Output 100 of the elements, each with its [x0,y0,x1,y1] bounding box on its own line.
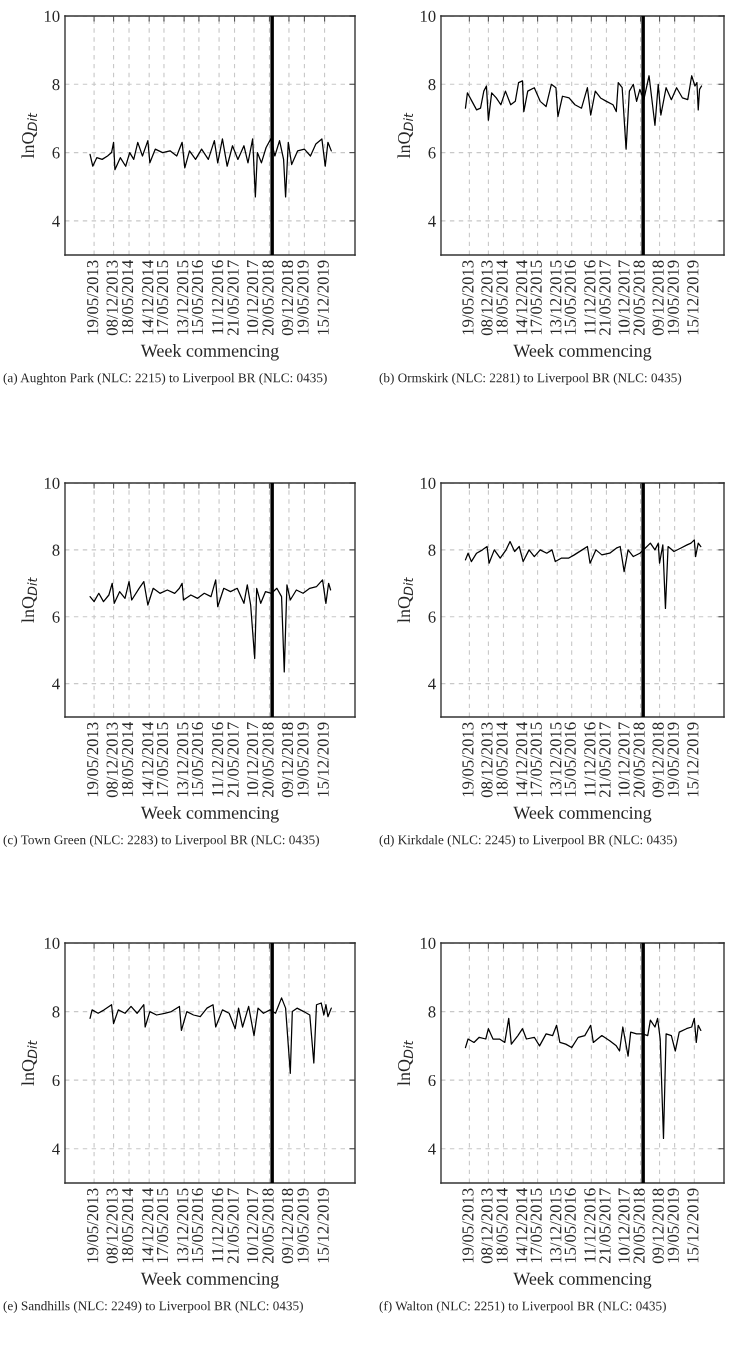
y-tick-label: 4 [52,1143,60,1155]
x-tick-label: 20/05/2018 [262,722,274,798]
y-tick-label: 8 [428,544,436,556]
x-tick-label: 18/05/2014 [496,722,508,797]
x-tick-label: 15/12/2019 [687,260,699,335]
y-tick-label: 8 [52,1006,60,1018]
x-tick-label: 18/05/2014 [496,1188,508,1263]
x-tick-label: 15/05/2016 [564,260,576,335]
x-tick-label: 21/05/2017 [599,1188,611,1264]
x-tick-label: 15/12/2019 [317,722,329,797]
y-axis-title: lnQ$_{Dit}$ [397,112,413,159]
x-tick-label: 08/12/2013 [106,1188,118,1264]
x-tick-label: 19/05/2013 [462,722,474,797]
x-tick-label: 10/12/2017 [246,1188,259,1263]
x-tick-label: 11/12/2016 [212,1188,224,1262]
text: (e) Sandhills (NLC: 2249) to Liverpool BR (NLC: 0435) [3,1301,303,1313]
x-tick-label: 15/05/2016 [191,260,204,335]
y-tick-label: 4 [428,678,436,690]
x-tick-label: 19/05/2019 [667,722,679,797]
x-tick-label: 15/05/2016 [191,722,204,797]
x-tick-label: 21/05/2017 [599,722,611,798]
x-tick-label: 11/12/2016 [212,260,224,334]
x-axis-title: Week commencing [140,344,279,361]
x-tick-label: 09/12/2018 [652,1188,664,1264]
x-tick-label: 21/05/2017 [599,260,611,336]
x-tick-label: 13/12/2015 [550,260,562,335]
y-tick-label: 6 [52,1074,60,1087]
x-tick-label: 14/12/2014 [142,260,154,335]
x-tick-label: 09/12/2018 [652,260,664,336]
x-tick-label: 19/05/2019 [667,260,679,335]
x-tick-label: 08/12/2013 [481,722,493,798]
x-tick-label: 10/12/2017 [246,260,259,335]
y-tick-label: 8 [428,78,436,91]
x-tick-label: 15/05/2016 [564,722,576,797]
x-tick-label: 15/12/2019 [317,260,329,335]
y-tick-label: 6 [52,611,60,623]
x-tick-label: 20/05/2018 [633,260,645,336]
text: (c) Town Green (NLC: 2283) to Liverpool BR (NLC: 0435) [3,835,319,847]
x-tick-label: 11/12/2016 [584,260,596,334]
x-axis-title: Week commencing [140,806,279,823]
x-tick-label: 08/12/2013 [481,260,493,336]
x-tick-label: 19/05/2013 [87,1188,99,1263]
x-tick-label: 13/12/2015 [177,260,189,335]
x-tick-label: 09/12/2018 [652,722,664,798]
x-tick-label: 19/05/2019 [297,260,309,335]
x-tick-label: 08/12/2013 [106,722,118,798]
x-tick-label: 13/12/2015 [177,1188,189,1263]
text: (d) Kirkdale (NLC: 2245) to Liverpool BR (NLC: 0435) [379,835,677,847]
y-tick-label: 10 [44,937,60,949]
y-tick-label: 4 [52,678,60,690]
x-tick-label: 18/05/2014 [121,722,134,797]
y-axis-title: lnQ$_{Dit}$ [21,1040,37,1086]
x-tick-label: 15/05/2016 [191,1188,204,1263]
y-tick-label: 6 [428,611,436,623]
x-tick-label: 09/12/2018 [281,260,294,336]
x-axis-title: Week commencing [513,344,652,361]
x-tick-label: 10/12/2017 [618,1188,630,1263]
x-tick-label: 17/05/2015 [156,260,169,335]
x-tick-label: 10/12/2017 [618,260,630,335]
y-tick-label: 10 [420,10,436,22]
x-tick-label: 19/05/2013 [87,260,99,335]
x-tick-label: 19/05/2013 [462,1188,474,1263]
y-tick-label: 10 [420,937,436,949]
x-tick-label: 10/12/2017 [618,722,630,797]
text: (f) Walton (NLC: 2251) to Liverpool BR (NLC: 0435) [379,1301,666,1314]
x-tick-label: 15/12/2019 [687,1188,699,1263]
y-tick-label: 10 [44,10,60,22]
x-tick-label: 21/05/2017 [227,260,239,336]
x-tick-label: 11/12/2016 [212,722,224,796]
x-tick-label: 20/05/2018 [633,722,645,798]
y-axis-title: lnQ$_{Dit}$ [397,1040,413,1086]
x-tick-label: 08/12/2013 [481,1188,493,1264]
x-tick-label: 14/12/2014 [516,260,528,335]
x-tick-label: 15/05/2016 [564,1188,576,1263]
x-tick-label: 09/12/2018 [281,722,294,798]
x-tick-label: 14/12/2014 [516,1188,528,1263]
x-tick-label: 19/05/2013 [87,722,99,797]
x-tick-label: 14/12/2014 [516,722,528,797]
x-tick-label: 09/12/2018 [281,1188,294,1264]
x-tick-label: 17/05/2015 [530,260,542,335]
x-tick-label: 20/05/2018 [633,1188,645,1264]
x-tick-label: 18/05/2014 [121,260,134,335]
text: (b) Ormskirk (NLC: 2281) to Liverpool BR (NLC: 0435) [379,373,682,385]
x-tick-label: 14/12/2014 [142,722,154,797]
x-tick-label: 19/05/2019 [297,1188,309,1263]
y-tick-label: 4 [52,215,60,227]
y-tick-label: 10 [44,477,60,489]
x-tick-label: 21/05/2017 [227,722,239,798]
y-tick-label: 6 [52,147,60,159]
y-tick-label: 8 [52,78,60,91]
x-tick-label: 13/12/2015 [550,722,562,797]
y-tick-label: 4 [428,215,436,227]
y-tick-label: 6 [428,147,436,159]
x-tick-label: 13/12/2015 [177,722,189,797]
y-tick-label: 6 [428,1074,436,1087]
x-tick-label: 11/12/2016 [584,1188,596,1262]
x-axis-title: Week commencing [513,1272,652,1289]
x-tick-label: 21/05/2017 [227,1188,239,1264]
y-tick-label: 8 [52,544,60,556]
x-tick-label: 15/12/2019 [317,1188,329,1263]
